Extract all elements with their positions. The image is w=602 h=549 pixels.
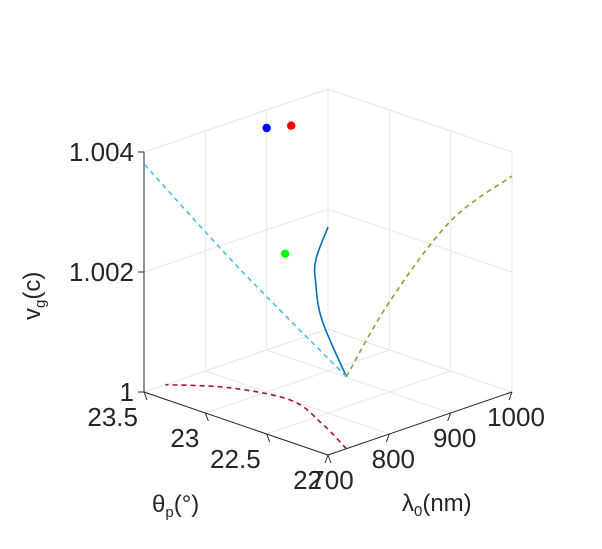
x-tick-label: 1000	[487, 402, 545, 432]
y-axis-line	[143, 391, 329, 456]
grid-line	[205, 349, 390, 414]
series-layer	[143, 163, 513, 450]
x-tick-label: 800	[372, 444, 415, 474]
grid-line	[266, 349, 451, 414]
y-axis-label: θp(°)	[152, 491, 199, 521]
series-line-1	[313, 226, 348, 378]
x-tick-mark	[324, 454, 329, 464]
x-axis-line	[327, 391, 513, 456]
y-tick-label: 23	[170, 423, 199, 453]
data-point-2	[287, 121, 296, 130]
z-tick-label: 1	[120, 377, 134, 407]
x-tick-mark	[508, 391, 513, 401]
axes-layer	[138, 151, 513, 464]
data-point-3	[280, 249, 290, 258]
box-edge	[143, 88, 329, 153]
series-line-4	[165, 383, 347, 450]
x-tick-mark	[447, 412, 452, 422]
box-edge	[327, 88, 513, 153]
grid-line	[327, 208, 513, 273]
grid-layer	[143, 88, 513, 456]
series-line-3	[345, 175, 513, 378]
y-tick-mark	[143, 391, 148, 401]
z-tick-label: 1.002	[69, 257, 134, 287]
data-point-1	[262, 123, 271, 133]
x-tick-label: 900	[433, 423, 476, 453]
y-tick-mark	[327, 454, 332, 464]
z-tick-label: 1.004	[69, 137, 134, 167]
y-tick-mark	[204, 412, 209, 422]
grid-line	[143, 328, 329, 393]
x-axis-label: λ0(nm)	[402, 490, 472, 520]
grid-line	[143, 208, 329, 273]
z-axis-label: vg(c)	[19, 272, 49, 320]
y-tick-label: 22	[293, 465, 322, 495]
y-tick-label: 22.5	[210, 444, 261, 474]
tick-labels: 700 800 900 1000 22 22.5 23 23.51 1.002 1.004	[69, 137, 545, 495]
y-tick-mark	[266, 433, 271, 443]
y-tick-label: 23.5	[87, 402, 138, 432]
x-tick-mark	[385, 433, 390, 443]
marker-layer	[262, 121, 296, 258]
series-line-2	[143, 163, 347, 378]
grid-line	[266, 370, 451, 435]
x-tick-label: 700	[310, 465, 353, 495]
grid-line	[327, 328, 513, 393]
